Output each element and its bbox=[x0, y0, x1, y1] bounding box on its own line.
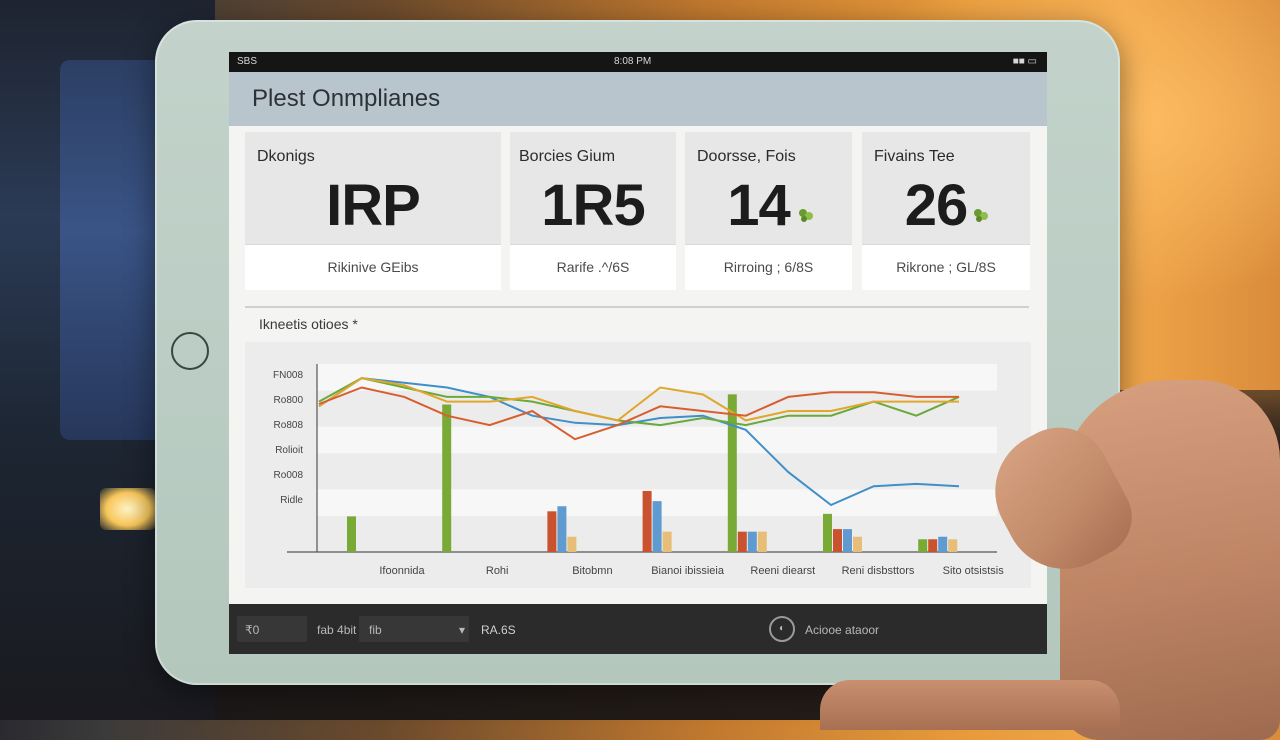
tablet-home-button[interactable] bbox=[171, 332, 209, 370]
page-title: Plest Onmplianes bbox=[252, 85, 441, 112]
metric-card-label: Dkonigs bbox=[257, 148, 315, 165]
bar bbox=[918, 539, 928, 552]
bar bbox=[442, 404, 452, 552]
y-tick-label: Ridle bbox=[280, 495, 303, 506]
tablet-screen: SBS 8:08 PM ■■ ▭ Plest Onmplianes Dkonig… bbox=[229, 52, 1047, 654]
metric-card-label: Doorsse, Fois bbox=[697, 148, 796, 165]
bar bbox=[567, 536, 577, 552]
metric-card-3[interactable]: Doorsse, Fois 14 Rirroing ; 6/8S bbox=[685, 132, 852, 290]
y-tick-label: FN008 bbox=[273, 370, 303, 381]
status-carrier: SBS bbox=[237, 56, 258, 67]
toolbar-select-value: fib bbox=[369, 623, 382, 637]
metric-card-value: 14 bbox=[727, 173, 791, 238]
y-tick-label: Rolioit bbox=[275, 445, 303, 456]
status-battery: ■■ ▭ bbox=[1012, 56, 1037, 67]
metric-card-footer: Rarife .^/6S bbox=[510, 244, 676, 290]
bar bbox=[928, 539, 938, 552]
record-icon[interactable]: ◐ bbox=[769, 616, 795, 642]
metric-card-footer: Rirroing ; 6/8S bbox=[685, 244, 852, 290]
x-tick-label: Ifoonnida bbox=[379, 565, 425, 577]
leaf-icon bbox=[972, 206, 990, 224]
bar bbox=[853, 536, 862, 552]
chart-panel: FN008 Ro800 Ro808 Rolioit Ro008 Ridle Ifoonnid… bbox=[245, 342, 1031, 588]
metric-card-footer: Rikrone ; GL/8S bbox=[862, 244, 1030, 290]
metric-card-1[interactable]: Dkonigs IRP Rikinive GEibs bbox=[245, 132, 501, 290]
status-time: 8:08 PM bbox=[614, 56, 652, 67]
toolbar-field-2-text[interactable]: fab 4bit bbox=[317, 623, 357, 637]
background-headlight bbox=[100, 488, 156, 530]
bar bbox=[833, 529, 842, 552]
bar bbox=[948, 539, 958, 552]
series-line bbox=[318, 377, 959, 422]
hand-lower bbox=[820, 680, 1120, 730]
bar bbox=[737, 531, 747, 552]
metric-card-label: Fivains Tee bbox=[874, 148, 955, 165]
background-truck-cab bbox=[60, 60, 170, 440]
x-tick-label: Sito otsistsis bbox=[943, 565, 1005, 577]
toolbar-field-1-text: ₹0 bbox=[245, 623, 260, 637]
metric-card-label: Borcies Gium bbox=[519, 148, 616, 165]
bar bbox=[557, 506, 567, 552]
bar bbox=[547, 511, 557, 552]
series-line bbox=[318, 377, 960, 427]
grid-band bbox=[317, 364, 997, 391]
toolbar-select[interactable]: fib ▾ bbox=[359, 616, 469, 642]
metric-card-2[interactable]: Borcies Gium 1R5 Rarife .^/6S bbox=[510, 132, 676, 290]
toolbar-field-1[interactable]: ₹0 bbox=[237, 616, 307, 642]
metric-card-value: 1R5 bbox=[541, 173, 645, 238]
toolbar-right-text: Aciooe ataoor bbox=[805, 623, 880, 637]
chart-svg: FN008 Ro800 Ro808 Rolioit Ro008 Ridle Ifoonnid… bbox=[273, 364, 1005, 577]
metric-card-value: IRP bbox=[326, 173, 421, 238]
status-bar: SBS 8:08 PM ■■ ▭ bbox=[229, 52, 1047, 72]
metric-card-footer: Rikinive GEibs bbox=[245, 244, 501, 290]
series-line bbox=[318, 386, 959, 441]
metric-card-4[interactable]: Fivains Tee 26 Rikrone ; GL/8S bbox=[862, 132, 1030, 290]
bottom-toolbar: ₹0 fab 4bit fib ▾ RA.6S ◐ Aciooe ataoor bbox=[229, 604, 1047, 654]
leaf-icon bbox=[797, 206, 815, 224]
x-tick-label: Reeni diearst bbox=[750, 565, 815, 577]
x-tick-label: Reni disbsttors bbox=[842, 565, 915, 577]
chevron-down-icon: ▾ bbox=[458, 623, 465, 637]
chart-title: Ikneetis otioes * bbox=[259, 316, 358, 332]
bar bbox=[843, 529, 852, 552]
grid-band bbox=[317, 426, 997, 454]
x-tick-label: Rohi bbox=[486, 565, 509, 577]
bar bbox=[747, 531, 757, 552]
bar bbox=[662, 531, 672, 552]
metric-card-value: 26 bbox=[904, 173, 969, 238]
y-tick-label: Ro008 bbox=[274, 470, 304, 481]
series-line bbox=[318, 377, 960, 507]
bar bbox=[652, 501, 662, 552]
app-header: Plest Onmplianes bbox=[229, 72, 1047, 126]
bar bbox=[347, 516, 356, 552]
bar bbox=[823, 513, 832, 552]
x-tick-label: Bitobmn bbox=[572, 565, 612, 577]
bar bbox=[757, 531, 767, 552]
section-divider bbox=[245, 306, 1029, 308]
toolbar-label: RA.6S bbox=[481, 623, 516, 637]
y-tick-label: Ro800 bbox=[274, 395, 304, 406]
x-tick-label: Bianoi ibissieia bbox=[651, 565, 725, 577]
bar bbox=[727, 394, 737, 552]
y-tick-label: Ro808 bbox=[274, 420, 304, 431]
bar bbox=[938, 536, 948, 552]
bar bbox=[642, 490, 652, 552]
